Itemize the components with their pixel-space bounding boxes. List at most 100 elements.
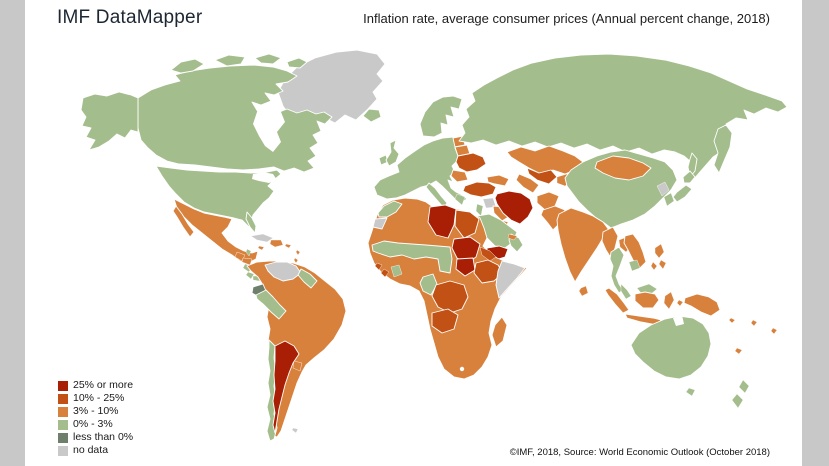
region-drc[interactable]	[431, 280, 469, 314]
region-pacific-islands[interactable]	[734, 347, 743, 355]
region-guyanas[interactable]	[297, 268, 318, 289]
region-sierra-leone[interactable]	[374, 262, 383, 271]
region-iran[interactable]	[494, 190, 534, 225]
legend-item: 25% or more	[58, 379, 133, 392]
world-choropleth-map	[80, 49, 788, 442]
great-lakes	[252, 172, 277, 183]
region-greece[interactable]	[454, 193, 466, 206]
region-turkey[interactable]	[462, 181, 497, 198]
region-usa[interactable]	[155, 165, 282, 231]
region-liberia[interactable]	[380, 268, 390, 278]
region-ivory-coast[interactable]	[390, 264, 403, 278]
region-turkmenistan[interactable]	[515, 173, 540, 194]
region-philippines[interactable]	[650, 261, 658, 271]
map-title: Inflation rate, average consumer prices …	[363, 11, 770, 26]
region-vietnam[interactable]	[623, 233, 647, 269]
region-australia[interactable]	[630, 315, 712, 380]
region-romania[interactable]	[450, 169, 469, 183]
region-pacific-islands[interactable]	[750, 319, 758, 327]
region-philippines[interactable]	[654, 243, 665, 259]
region-new-zealand[interactable]	[731, 393, 744, 409]
region-japan[interactable]	[672, 184, 693, 203]
region-somalia[interactable]	[495, 260, 526, 299]
region-hispaniola[interactable]	[269, 239, 284, 248]
region-usa-florida[interactable]	[245, 211, 257, 234]
region-uzbekistan[interactable]	[526, 167, 558, 185]
region-indonesia-moluccas[interactable]	[676, 299, 684, 307]
region-eritrea[interactable]	[479, 246, 497, 262]
region-canada[interactable]	[137, 64, 333, 173]
region-japan[interactable]	[682, 170, 696, 184]
region-philippines[interactable]	[658, 259, 667, 270]
region-indonesia-sumatra[interactable]	[604, 287, 630, 314]
region-uruguay[interactable]	[292, 360, 303, 372]
region-jamaica[interactable]	[257, 245, 265, 251]
region-honduras[interactable]	[241, 257, 253, 266]
region-canada-arctic-island[interactable]	[214, 54, 246, 67]
region-libya[interactable]	[427, 204, 457, 239]
app-logo[interactable]: IMF DataMapper	[57, 7, 203, 28]
legend-label: no data	[73, 444, 109, 456]
legend-swatch-less-than-0	[58, 432, 68, 443]
region-indonesia-sulawesi[interactable]	[663, 291, 675, 310]
region-russia[interactable]	[458, 53, 788, 181]
region-scandinavia[interactable]	[419, 95, 463, 138]
region-madagascar[interactable]	[491, 316, 508, 348]
legend-item: 3% - 10%	[58, 405, 133, 418]
region-malaysia-borneo[interactable]	[636, 283, 658, 295]
legend-swatch-25-or-more	[58, 380, 68, 391]
region-levant[interactable]	[475, 203, 484, 217]
region-peru[interactable]	[255, 289, 287, 320]
region-new-guinea[interactable]	[683, 293, 721, 317]
region-mexico-baja[interactable]	[172, 205, 195, 238]
region-falklands[interactable]	[291, 427, 299, 434]
region-alaska[interactable]	[80, 91, 139, 151]
region-morocco[interactable]	[377, 200, 403, 218]
region-iceland[interactable]	[362, 108, 382, 123]
legend-label: less than 0%	[73, 431, 134, 443]
region-cambodia[interactable]	[628, 259, 641, 272]
region-tasmania[interactable]	[685, 387, 696, 397]
region-south-korea[interactable]	[663, 192, 675, 207]
region-uae[interactable]	[507, 233, 518, 241]
region-south-sudan[interactable]	[455, 257, 476, 277]
region-cameroon-gabon[interactable]	[419, 273, 438, 296]
region-pacific-islands[interactable]	[770, 327, 778, 335]
region-canada-arctic-island[interactable]	[286, 57, 308, 69]
legend-label: 10% - 25%	[73, 392, 125, 404]
region-canada-arctic-island[interactable]	[170, 58, 205, 74]
region-lesser-antilles[interactable]	[295, 249, 301, 256]
map-legend: 25% or more 10% - 25% 3% - 10% 0% - 3% l…	[58, 379, 133, 457]
region-canada-arctic-island[interactable]	[254, 53, 282, 65]
region-mongolia[interactable]	[594, 155, 652, 181]
region-caucasus[interactable]	[486, 174, 510, 187]
region-argentina[interactable]	[272, 340, 300, 434]
legend-swatch-no-data	[58, 445, 68, 456]
region-pacific-islands[interactable]	[728, 317, 736, 324]
legend-swatch-10-25	[58, 393, 68, 404]
region-uk[interactable]	[385, 139, 400, 167]
region-venezuela[interactable]	[264, 261, 302, 282]
legend-item: less than 0%	[58, 431, 133, 444]
region-russia-kamchatka[interactable]	[713, 124, 733, 174]
region-puerto-rico[interactable]	[284, 243, 292, 249]
region-malaysia-peninsula[interactable]	[620, 283, 632, 300]
region-lesser-antilles[interactable]	[293, 257, 299, 264]
region-guatemala[interactable]	[234, 251, 246, 262]
legend-swatch-3-10	[58, 406, 68, 417]
region-indonesia-kalimantan[interactable]	[634, 291, 660, 309]
region-sahel[interactable]	[371, 240, 453, 274]
region-western-sahara[interactable]	[372, 217, 388, 230]
legend-label: 25% or more	[73, 379, 134, 391]
region-angola[interactable]	[431, 308, 459, 334]
region-ukraine[interactable]	[455, 152, 487, 173]
region-belize[interactable]	[245, 248, 252, 257]
gulf-of-carpentaria	[673, 315, 684, 326]
region-cuba[interactable]	[250, 233, 274, 243]
region-new-zealand[interactable]	[738, 379, 750, 394]
region-north-korea[interactable]	[656, 181, 670, 197]
region-costa-rica[interactable]	[245, 271, 255, 280]
region-egypt[interactable]	[454, 209, 480, 239]
region-mexico[interactable]	[173, 198, 259, 264]
region-sri-lanka[interactable]	[578, 285, 589, 297]
